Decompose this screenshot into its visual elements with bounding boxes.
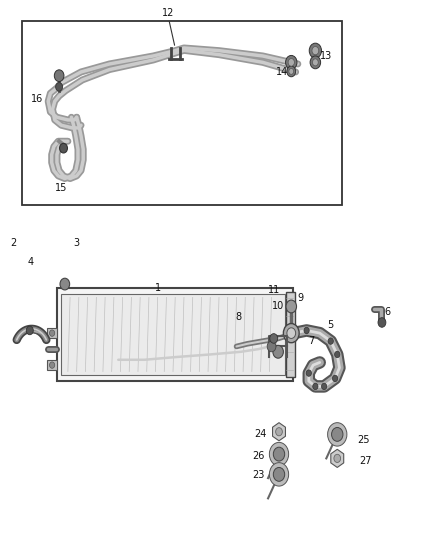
Circle shape: [269, 463, 289, 486]
Text: 8: 8: [236, 312, 242, 322]
Circle shape: [312, 46, 319, 55]
Circle shape: [56, 83, 63, 91]
Circle shape: [276, 427, 283, 436]
Circle shape: [332, 375, 338, 382]
Bar: [47, 328, 57, 338]
Circle shape: [328, 423, 347, 446]
Circle shape: [313, 383, 318, 390]
Circle shape: [306, 370, 311, 376]
Circle shape: [49, 362, 55, 368]
Circle shape: [328, 338, 333, 344]
Circle shape: [60, 143, 67, 153]
Circle shape: [273, 447, 285, 461]
Bar: [61, 294, 285, 375]
Circle shape: [310, 56, 321, 69]
Text: 16: 16: [31, 94, 43, 103]
Text: 23: 23: [252, 471, 265, 480]
Text: 6: 6: [385, 307, 391, 317]
Text: 13: 13: [320, 51, 332, 61]
Circle shape: [334, 454, 341, 463]
Bar: [57, 288, 293, 381]
Circle shape: [378, 318, 386, 327]
Circle shape: [309, 43, 321, 58]
Circle shape: [288, 59, 294, 66]
Text: 11: 11: [268, 286, 280, 295]
Text: 14: 14: [276, 67, 289, 77]
Circle shape: [269, 442, 289, 466]
Circle shape: [335, 351, 340, 358]
Circle shape: [273, 467, 285, 481]
Circle shape: [332, 427, 343, 441]
Polygon shape: [331, 449, 344, 467]
Text: 4: 4: [28, 257, 34, 267]
Text: 24: 24: [254, 430, 267, 439]
Circle shape: [267, 341, 276, 352]
Bar: [22, 21, 342, 205]
Circle shape: [286, 55, 297, 69]
Text: 27: 27: [360, 456, 372, 466]
Text: 26: 26: [252, 451, 265, 461]
Circle shape: [270, 334, 278, 343]
Circle shape: [321, 383, 327, 390]
Text: 3: 3: [74, 238, 80, 247]
Text: 7: 7: [308, 336, 314, 346]
Circle shape: [60, 278, 70, 290]
Text: 15: 15: [55, 183, 67, 192]
Circle shape: [273, 345, 283, 358]
Circle shape: [54, 70, 64, 82]
Circle shape: [287, 328, 296, 338]
Bar: [47, 360, 57, 370]
Circle shape: [312, 59, 318, 66]
Circle shape: [287, 66, 296, 77]
Circle shape: [304, 327, 309, 334]
Text: 5: 5: [328, 320, 334, 330]
Polygon shape: [272, 423, 286, 441]
Text: 2: 2: [10, 238, 16, 247]
Text: 12: 12: [162, 9, 175, 18]
Circle shape: [289, 68, 294, 75]
Circle shape: [26, 326, 33, 335]
Text: 9: 9: [297, 294, 303, 303]
Text: 25: 25: [357, 435, 370, 445]
Bar: [286, 292, 295, 377]
Text: 1: 1: [155, 283, 161, 293]
Text: 10: 10: [272, 302, 284, 311]
Circle shape: [286, 300, 297, 313]
Circle shape: [283, 324, 299, 343]
Circle shape: [49, 330, 55, 336]
